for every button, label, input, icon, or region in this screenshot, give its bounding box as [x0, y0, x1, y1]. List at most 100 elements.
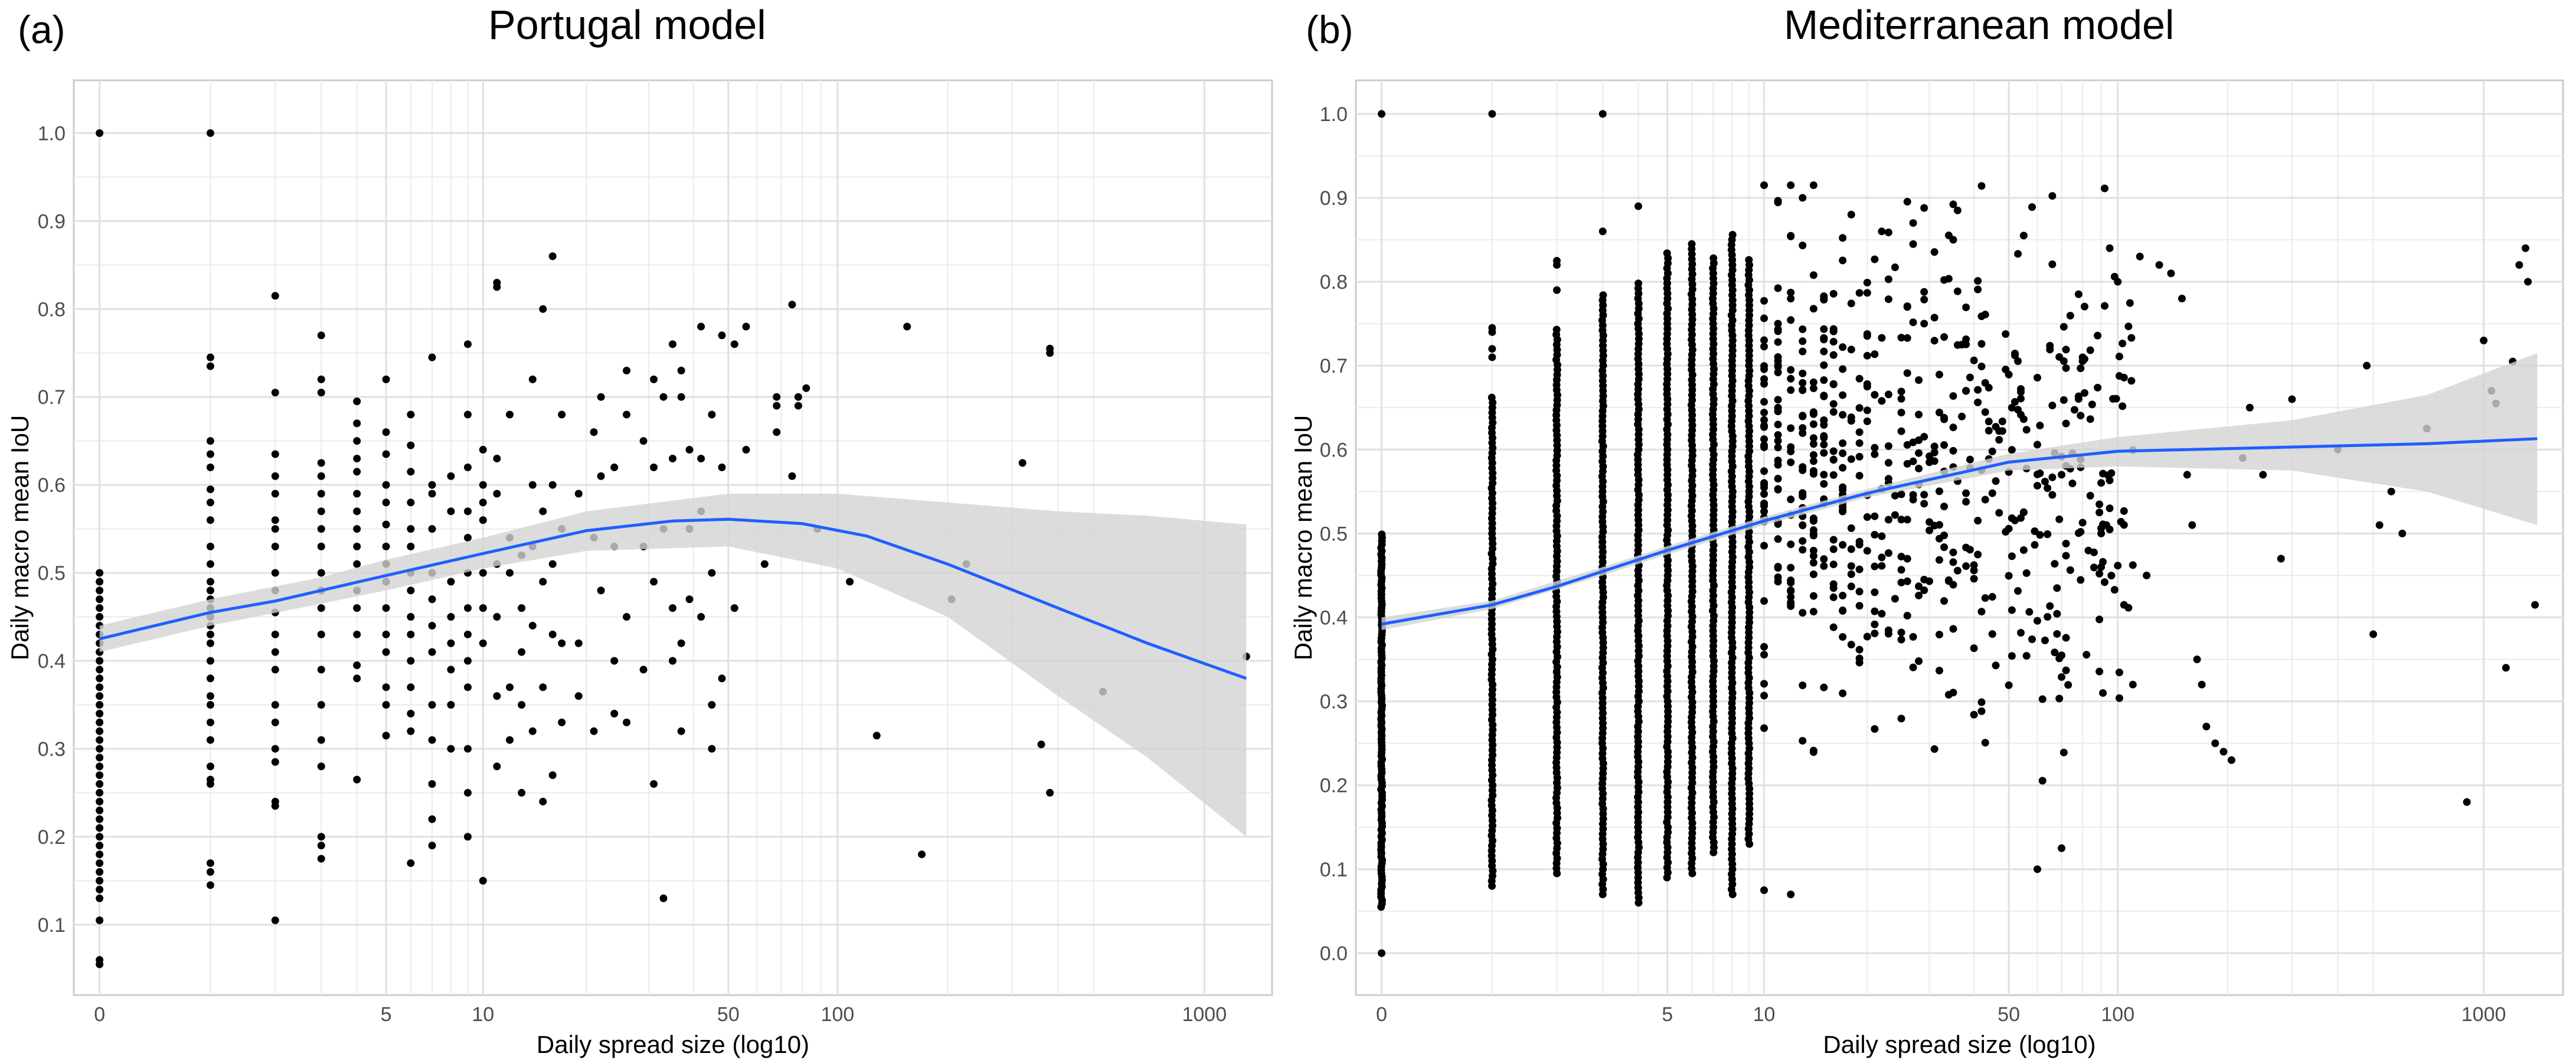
- data-point: [2044, 484, 2052, 493]
- data-point: [1839, 633, 1847, 641]
- data-point: [271, 916, 279, 924]
- data-point: [206, 762, 214, 771]
- data-point: [2068, 480, 2077, 488]
- trend-line: [99, 517, 1247, 680]
- data-point: [2193, 656, 2201, 664]
- data-point: [2129, 680, 2137, 689]
- data-point: [96, 569, 104, 577]
- data-point: [1903, 369, 1911, 377]
- data-point: [1992, 661, 2000, 670]
- data-point: [2011, 350, 2019, 358]
- data-point: [1488, 328, 1496, 336]
- data-point: [2053, 584, 2061, 592]
- data-point: [506, 569, 514, 577]
- data-point: [2041, 636, 2049, 644]
- data-point: [1820, 562, 1828, 570]
- data-point: [206, 718, 214, 726]
- data-point: [493, 490, 501, 498]
- data-point: [1909, 219, 1917, 227]
- data-point: [718, 674, 726, 683]
- data-point: [96, 709, 104, 718]
- data-point: [2227, 756, 2235, 764]
- data-point: [96, 604, 104, 612]
- data-point: [2114, 278, 2122, 286]
- data-point: [1799, 537, 1807, 545]
- data-point: [206, 780, 214, 788]
- data-point: [1863, 330, 1871, 338]
- data-point: [1774, 563, 1782, 571]
- data-point: [1871, 630, 1879, 638]
- data-point: [1760, 314, 1768, 322]
- data-point: [1863, 351, 1871, 360]
- data-point: [539, 797, 547, 806]
- data-point: [1915, 582, 1923, 591]
- data-point: [317, 842, 325, 850]
- data-point: [1829, 447, 1838, 455]
- data-point: [2463, 798, 2471, 806]
- data-point: [428, 700, 436, 709]
- data-point: [1878, 397, 1886, 405]
- data-point: [206, 586, 214, 595]
- data-point: [1977, 707, 1986, 715]
- data-point: [2060, 748, 2068, 757]
- data-point: [1552, 261, 1561, 269]
- data-point: [271, 389, 279, 397]
- x-tick-label: 0: [94, 1003, 105, 1026]
- data-point: [2048, 491, 2057, 499]
- data-point: [742, 322, 750, 331]
- data-point: [639, 666, 648, 674]
- data-point: [2074, 290, 2083, 298]
- data-point: [1981, 408, 1989, 416]
- data-point: [1970, 575, 1978, 583]
- data-point: [2077, 528, 2085, 536]
- data-point: [1488, 345, 1496, 353]
- data-point: [1926, 518, 1934, 526]
- data-point: [1799, 325, 1807, 334]
- data-point: [2070, 406, 2078, 414]
- data-point: [2090, 563, 2098, 572]
- data-point: [742, 446, 750, 454]
- data-point: [96, 578, 104, 586]
- data-point: [382, 604, 390, 612]
- x-tick-label: 100: [821, 1003, 855, 1026]
- data-point: [2259, 471, 2267, 479]
- data-point: [730, 340, 738, 348]
- data-point: [2066, 566, 2074, 574]
- data-point: [610, 463, 619, 471]
- data-point: [1940, 503, 1949, 511]
- data-point: [493, 454, 501, 462]
- data-point: [2022, 569, 2031, 577]
- data-point: [1774, 420, 1782, 429]
- data-point: [1829, 338, 1838, 346]
- data-point: [1897, 635, 1905, 644]
- data-point: [447, 700, 455, 709]
- data-point: [2048, 260, 2057, 269]
- data-point: [382, 520, 390, 529]
- data-point: [1863, 278, 1871, 286]
- data-point: [1884, 516, 1892, 524]
- data-point: [1018, 459, 1027, 467]
- data-point: [96, 806, 104, 814]
- data-point: [96, 815, 104, 823]
- data-point: [528, 727, 537, 735]
- data-point: [760, 560, 769, 568]
- data-point: [271, 700, 279, 709]
- data-point: [623, 718, 631, 726]
- y-tick-label: 0.5: [38, 562, 66, 585]
- data-point: [1855, 289, 1864, 297]
- data-point: [1774, 535, 1782, 543]
- data-point: [1787, 579, 1795, 587]
- data-point: [1839, 464, 1847, 472]
- data-point: [206, 516, 214, 524]
- data-point: [802, 384, 810, 392]
- data-point: [1745, 256, 1753, 264]
- data-point: [2017, 388, 2025, 396]
- data-point: [2084, 546, 2093, 555]
- data-point: [2078, 519, 2087, 527]
- data-point: [2398, 529, 2407, 537]
- data-point: [1871, 725, 1879, 733]
- data-point: [1046, 788, 1054, 797]
- data-point: [1760, 490, 1768, 498]
- data-point: [463, 604, 472, 612]
- data-point: [1634, 279, 1643, 288]
